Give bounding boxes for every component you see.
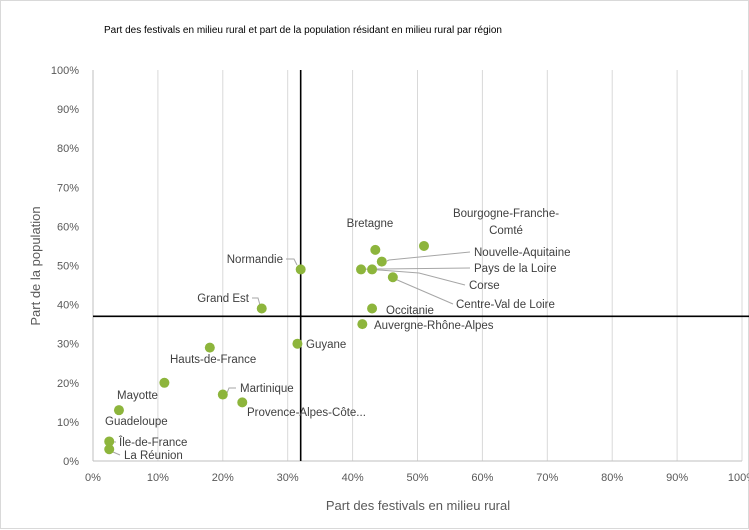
x-axis-ticks: 0% 10% 20% 30% 40% 50% 60% 70% 80% 90% 100% [85,472,749,484]
x-axis-title: Part des festivals en milieu rural [326,498,510,513]
data-point [256,303,267,314]
label-leader-line [286,258,298,266]
y-axis-title: Part de la population [28,206,43,325]
data-point [104,436,115,447]
data-label: Auvergne-Rhône-Alpes [374,320,494,332]
label-leader-line [364,268,466,286]
x-tick-label: 30% [277,472,299,484]
data-point [356,264,367,275]
label-leader-lines [111,251,471,456]
data-point [104,444,115,455]
x-tick-label: 50% [406,472,428,484]
data-label-line: Bourgogne-Franche- [453,208,559,220]
reference-lines [93,70,749,461]
y-tick-label: 30% [57,339,79,351]
data-point [113,405,124,416]
data-point [217,389,228,400]
data-point [159,377,170,388]
x-tick-label: 0% [85,472,101,484]
data-point [237,397,248,408]
data-labels: Bourgogne-Franche- Comté Bretagne Nouvelle-… [105,208,571,462]
data-label: Provence-Alpes-Côte... [247,407,366,419]
data-point [295,264,306,275]
x-tick-label: 40% [342,472,364,484]
data-point [387,272,398,283]
data-label: Guadeloupe [105,416,168,428]
label-leader-line [112,451,121,456]
x-tick-label: 80% [601,472,623,484]
data-point [357,319,368,330]
y-tick-label: 80% [57,143,79,155]
label-leader-line [386,251,471,262]
x-tick-label: 10% [147,472,169,484]
data-label: Bretagne [347,218,394,230]
data-label: Bourgogne-Franche- Comté [453,208,559,237]
data-point [376,256,387,267]
label-leader-line [252,297,261,306]
data-points [104,240,429,455]
y-axis-ticks: 0% 10% 20% 30% 40% 50% 60% 70% 80% 90% 100% [51,65,79,468]
data-point [292,338,303,349]
data-label: La Réunion [124,450,183,462]
data-label: Guyane [306,339,346,351]
y-tick-label: 100% [51,65,79,77]
y-tick-label: 60% [57,221,79,233]
label-leader-line [375,267,471,270]
data-point [367,264,378,275]
gridlines [157,70,743,461]
data-label: Martinique [240,383,294,395]
y-tick-label: 40% [57,300,79,312]
label-leader-line [394,278,454,305]
y-tick-label: 50% [57,261,79,273]
axes [92,70,742,462]
data-point [204,342,215,353]
data-label: Corse [469,280,500,292]
y-tick-label: 20% [57,378,79,390]
data-label: Occitanie [386,305,434,317]
data-label: Hauts-de-France [170,354,256,366]
y-tick-label: 70% [57,182,79,194]
x-tick-label: 60% [471,472,493,484]
chart-title: Part des festivals en milieu rural et pa… [104,25,502,36]
data-point [418,240,429,251]
data-point [370,244,381,255]
data-label: Pays de la Loire [474,263,556,275]
y-tick-label: 0% [63,456,79,468]
y-tick-label: 10% [57,417,79,429]
y-tick-label: 90% [57,104,79,116]
x-tick-label: 20% [212,472,234,484]
data-label: Normandie [227,254,283,266]
x-tick-label: 100% [728,472,749,484]
data-label-line: Comté [489,225,523,237]
x-tick-label: 70% [536,472,558,484]
x-tick-label: 90% [666,472,688,484]
data-point [367,303,378,314]
data-label: Grand Est [197,293,250,305]
data-label: Île-de-France [118,436,187,449]
data-label: Nouvelle-Aquitaine [474,247,571,259]
data-label: Mayotte [117,390,158,402]
data-label: Centre-Val de Loire [456,299,555,311]
label-leader-line [226,387,236,394]
